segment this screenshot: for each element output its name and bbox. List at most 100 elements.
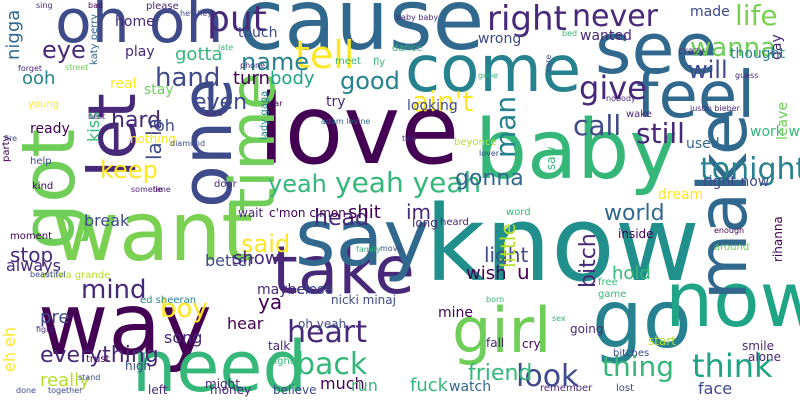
word-meet: bed <box>562 29 578 38</box>
word-around: inside <box>618 227 654 241</box>
word-party: guess <box>735 71 759 80</box>
word-left: believe <box>273 383 317 397</box>
word-right: right <box>487 0 567 39</box>
word-born: game <box>598 289 627 300</box>
word-day: made <box>690 4 730 20</box>
word-love: love <box>258 74 460 186</box>
word-run: much <box>320 374 365 393</box>
word-right-now: wrong <box>478 31 522 47</box>
word-oh-yeah: fall <box>486 336 505 350</box>
word-take: take <box>272 232 415 309</box>
word-long: c'mon c'mon <box>269 206 346 220</box>
word-beautiful: moment <box>10 231 53 242</box>
word-ed-sheeran: adam levine <box>321 117 371 126</box>
word-made: leave <box>775 102 791 140</box>
word-free: sex <box>552 314 566 323</box>
word-work-work: face <box>698 379 733 398</box>
word-think: think <box>692 347 773 385</box>
word-word: cry <box>522 337 541 351</box>
word-lie: door <box>214 179 237 190</box>
word-keep: keep <box>100 156 158 184</box>
word-hard: ooh <box>22 68 56 89</box>
word-wait: long <box>412 216 438 230</box>
word-oh: even <box>193 90 248 115</box>
word-hear: ya <box>258 290 283 314</box>
word-turn: hard <box>111 108 162 133</box>
word-rihanna: ariana grande <box>40 270 111 281</box>
word-never: never <box>572 0 659 34</box>
word-bed: fly <box>373 57 386 68</box>
word-real: play <box>125 44 155 60</box>
word-young: nobody <box>606 94 636 103</box>
word-way: way <box>38 275 212 375</box>
word-together: care <box>544 54 553 72</box>
word-nobody: forget <box>18 64 42 73</box>
word-heart: heart <box>287 315 367 350</box>
word-mind: mind <box>81 275 147 305</box>
word-kiss: song <box>164 328 203 347</box>
word-cmon-cmon: ed sheeran <box>140 295 197 306</box>
word-wanna: wanna <box>690 33 777 63</box>
word-two: sing <box>36 1 53 10</box>
word-gone: family <box>356 245 381 254</box>
word-bitch: gonna <box>455 166 524 191</box>
word-please: baby baby <box>396 13 439 22</box>
word-girl: girl <box>452 294 552 367</box>
word-dance: late <box>218 43 234 52</box>
word-believe: money <box>210 383 252 397</box>
word-go: go <box>592 273 692 366</box>
word-night: two <box>402 134 417 143</box>
word-ready: nothing <box>130 132 176 146</box>
word-lost: start <box>648 334 676 348</box>
word-talk: ready <box>30 121 70 137</box>
word-stop: pre <box>40 307 70 328</box>
word-nothing: eh eh <box>0 326 19 372</box>
word-always: stop <box>10 243 54 267</box>
word-said: said <box>241 230 291 258</box>
word-hey-hey: wake <box>626 109 652 120</box>
word-high: trust <box>86 354 110 365</box>
word-street: stand <box>78 373 101 382</box>
word-put: put <box>207 0 267 40</box>
word-really: run <box>351 376 378 395</box>
word-maybe: break <box>84 211 130 230</box>
word-say: say <box>295 194 430 284</box>
word-bad-romance: diamond <box>170 139 206 148</box>
word-baby-baby: hey hey <box>180 9 212 18</box>
word-body: turn <box>233 68 270 89</box>
word-gonna: little <box>496 223 520 268</box>
word-hand: hand <box>155 63 221 93</box>
word-eye: eye <box>42 36 86 64</box>
word-game: free <box>598 277 618 288</box>
word-nigga: nigga <box>3 9 24 60</box>
word-done: together <box>48 386 83 395</box>
word-family: move <box>380 244 403 253</box>
word-try: gotta <box>175 44 223 65</box>
word-star: sometime <box>131 185 171 194</box>
word-fall: smile <box>742 339 774 353</box>
word-light: world <box>604 201 665 226</box>
word-door: best <box>88 112 106 121</box>
word-world: im <box>406 200 432 224</box>
word-ariana-grande: remember <box>540 383 593 394</box>
word-sing: bad <box>88 1 104 10</box>
word-dream: right now <box>703 174 770 190</box>
word-u: tonight <box>700 152 800 187</box>
word-gotta: home <box>115 14 155 30</box>
word-forget: street <box>65 63 89 72</box>
word-much: fuck <box>410 375 449 396</box>
word-enough: around <box>714 242 750 253</box>
word-friend: hold <box>612 263 651 284</box>
word-ya: show <box>233 248 280 269</box>
word-wrong: real <box>110 76 137 92</box>
word-adam-levine: katy perry <box>89 13 100 65</box>
word-eh-eh: touch <box>238 25 278 41</box>
word-baby: baby <box>475 103 678 198</box>
word-life: life <box>735 0 778 32</box>
word-boy: boy <box>160 294 208 324</box>
word-give: give <box>579 69 647 107</box>
word-help: young <box>28 99 60 110</box>
word-dont: phone <box>240 61 266 70</box>
word-need: need <box>132 326 307 400</box>
